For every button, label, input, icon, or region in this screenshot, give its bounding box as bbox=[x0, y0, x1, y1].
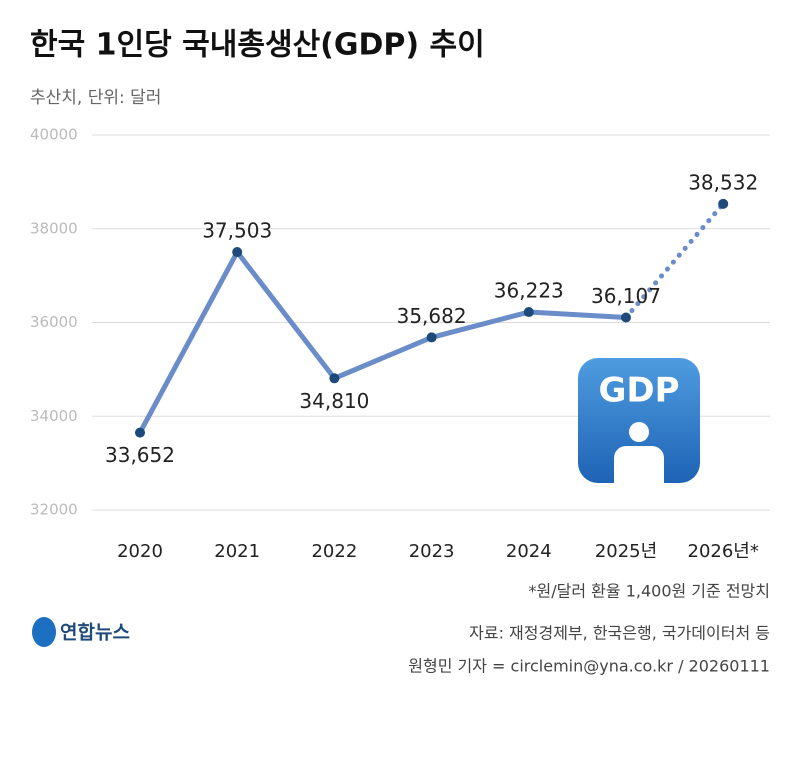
value-label: 37,503 bbox=[202, 219, 272, 243]
x-tick-label: 2025년 bbox=[595, 541, 657, 562]
chart-subtitle: 추산치, 단위: 달러 bbox=[30, 88, 161, 108]
icon-label: GDP bbox=[598, 371, 679, 411]
line bbox=[137, 249, 627, 434]
icon-body bbox=[614, 446, 664, 483]
y-tick-label: 34000 bbox=[30, 407, 78, 425]
projected-line bbox=[623, 201, 726, 320]
logo-mark bbox=[32, 617, 56, 647]
source: 자료: 재정경제부, 한국은행, 국가데이터처 등 bbox=[469, 624, 770, 643]
logo: 연합뉴스 bbox=[60, 622, 130, 644]
x-tick-label: 2026년* bbox=[688, 541, 759, 562]
point bbox=[135, 427, 145, 438]
note: *원/달러 환율 1,400원 기준 전망치 bbox=[529, 582, 770, 601]
value-label: 34,810 bbox=[299, 389, 369, 413]
x-tick-label: 2022 bbox=[311, 541, 357, 562]
y-tick-label: 40000 bbox=[30, 126, 78, 144]
value-label: 36,107 bbox=[591, 284, 661, 308]
chart-title: 한국 1인당 국내총생산(GDP) 추이 bbox=[30, 28, 485, 63]
point bbox=[621, 312, 631, 323]
x-tick-label: 2021 bbox=[214, 541, 260, 562]
value-label: 35,682 bbox=[397, 304, 467, 328]
point bbox=[718, 198, 729, 209]
value-label: 38,532 bbox=[688, 170, 758, 194]
icon-background bbox=[578, 358, 700, 483]
point bbox=[426, 332, 437, 343]
credit: 원형민 기자 = circlemin@yna.co.kr / 20260111 bbox=[408, 657, 770, 676]
point bbox=[523, 307, 534, 318]
gdp-icon: GDP bbox=[578, 358, 700, 483]
x-tick-label: 2023 bbox=[409, 541, 455, 562]
x-tick-label: 2024 bbox=[506, 541, 552, 562]
y-tick-label: 36000 bbox=[30, 313, 78, 331]
y-tick-label: 38000 bbox=[30, 219, 78, 237]
value-label: 33,652 bbox=[105, 443, 175, 467]
point bbox=[232, 247, 243, 258]
y-tick-label: 32000 bbox=[30, 501, 78, 519]
point bbox=[329, 373, 340, 384]
value-label: 36,223 bbox=[494, 279, 564, 303]
x-tick-label: 2020 bbox=[117, 541, 163, 562]
icon-head bbox=[629, 422, 649, 442]
